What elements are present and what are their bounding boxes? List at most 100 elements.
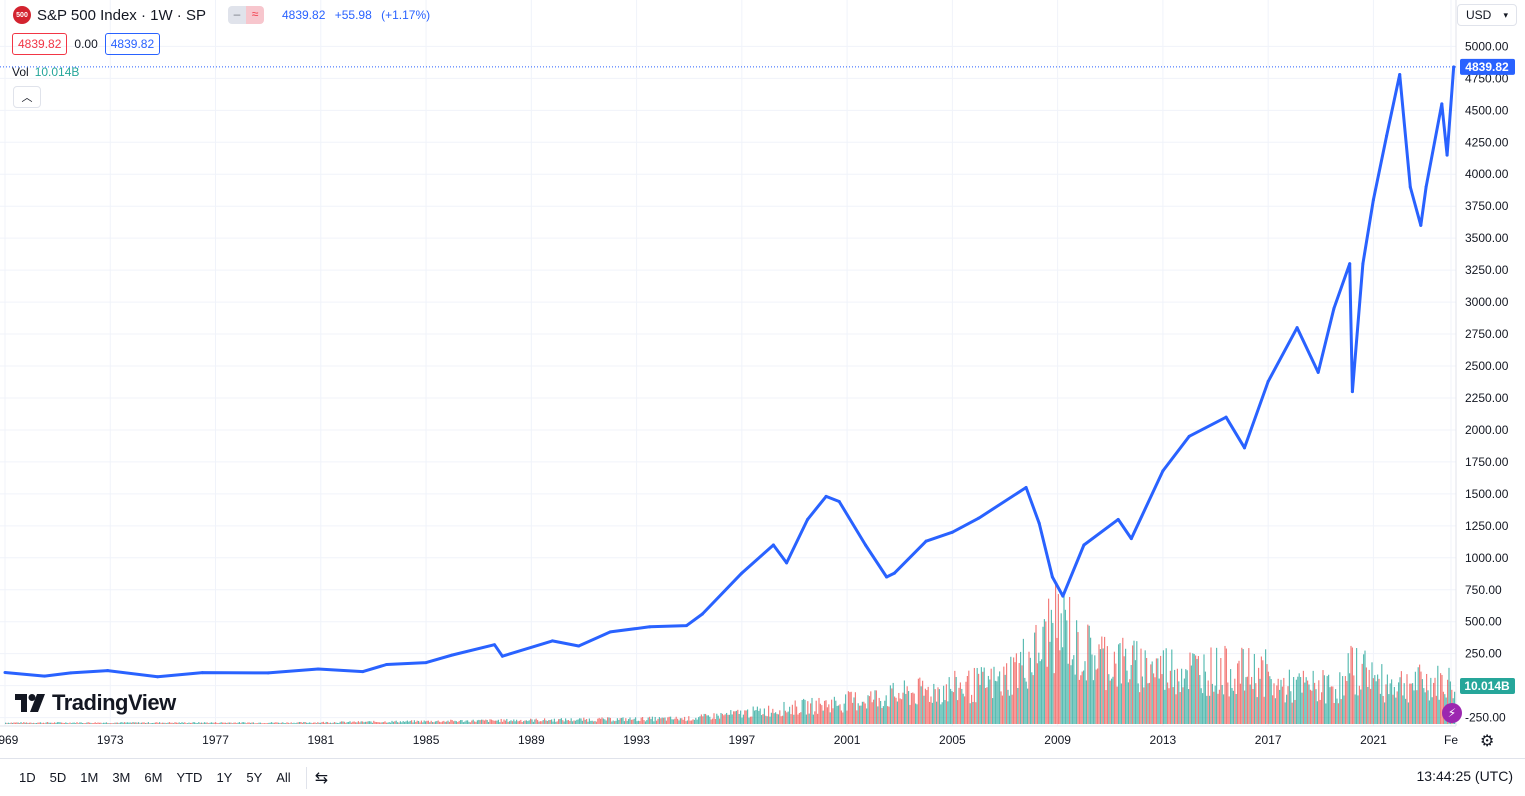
- volume-bar: [1062, 647, 1064, 724]
- volume-bar: [1203, 654, 1205, 724]
- volume-bar: [1437, 665, 1439, 724]
- range-3m-button[interactable]: 3M: [112, 770, 131, 785]
- volume-bar: [762, 714, 764, 724]
- y-tick-label: 3250.00: [1465, 263, 1509, 277]
- volume-bar: [692, 719, 694, 724]
- range-5d-button[interactable]: 5D: [49, 770, 67, 785]
- y-tick-label: 4000.00: [1465, 167, 1509, 181]
- volume-bar: [1097, 668, 1099, 724]
- volume-bar: [425, 721, 427, 724]
- volume-bar: [524, 720, 526, 724]
- volume-bar: [562, 720, 564, 724]
- range-1d-button[interactable]: 1D: [19, 770, 36, 785]
- volume-bar: [208, 723, 210, 724]
- volume-bar: [1060, 613, 1062, 724]
- volume-bar: [1407, 702, 1409, 724]
- volume-bar: [346, 722, 348, 724]
- volume-bar: [224, 722, 226, 724]
- tradingview-logo[interactable]: TradingView: [15, 690, 176, 716]
- volume-bar: [1363, 654, 1365, 724]
- volume-bar: [194, 722, 196, 724]
- price-point: [3, 670, 7, 674]
- volume-bar: [182, 722, 184, 724]
- range-1y-button[interactable]: 1Y: [216, 770, 233, 785]
- volume-bar: [1035, 624, 1037, 724]
- volume-bar: [1417, 667, 1419, 724]
- volume-bar: [122, 722, 124, 724]
- volume-bar: [317, 722, 319, 724]
- flash-icon[interactable]: ⚡: [1442, 703, 1462, 723]
- range-5y-button[interactable]: 5Y: [246, 770, 263, 785]
- volume-bar: [154, 722, 156, 724]
- volume-bar: [968, 670, 970, 724]
- volume-bar: [702, 716, 704, 724]
- volume-bar: [943, 685, 945, 724]
- volume-bar: [1003, 666, 1005, 724]
- volume-bar: [325, 721, 327, 724]
- volume-bar: [818, 697, 820, 724]
- volume-bar: [542, 720, 544, 724]
- date-range-icon[interactable]: ⇆: [314, 769, 329, 787]
- volume-bar: [916, 704, 918, 724]
- volume-bar: [511, 721, 513, 724]
- volume-bar: [1193, 654, 1195, 724]
- symbol-title[interactable]: S&P 500 Index · 1W · SP: [37, 6, 206, 24]
- collapse-legend-button[interactable]: ︿: [13, 86, 41, 108]
- volume-bar: [693, 719, 695, 724]
- currency-selector[interactable]: USD ▾: [1457, 4, 1517, 26]
- volume-bar: [465, 720, 467, 724]
- status-pill[interactable]: ‒ ≈: [227, 6, 264, 24]
- volume-bar: [622, 717, 624, 724]
- volume-bar: [1073, 655, 1075, 724]
- range-ytd-button[interactable]: YTD: [176, 770, 203, 785]
- volume-bar: [377, 722, 379, 724]
- volume-bar: [250, 722, 252, 724]
- volume-bar: [279, 723, 281, 724]
- range-1m-button[interactable]: 1M: [80, 770, 99, 785]
- volume-bar: [189, 722, 191, 724]
- y-tick-label: 3000.00: [1465, 295, 1509, 309]
- utc-clock[interactable]: 13:44:25 (UTC): [1416, 768, 1513, 784]
- volume-bar: [1344, 676, 1346, 724]
- volume-bar: [894, 696, 896, 724]
- volume-bar: [527, 721, 529, 724]
- volume-bar: [983, 667, 985, 724]
- volume-bar: [240, 723, 242, 724]
- volume-value: 10.014B: [34, 65, 80, 79]
- volume-bar: [413, 720, 415, 724]
- volume-bar: [782, 715, 784, 724]
- volume-bar: [756, 706, 758, 724]
- range-6m-button[interactable]: 6M: [144, 770, 163, 785]
- volume-bar: [227, 722, 229, 724]
- volume-bar: [740, 710, 742, 724]
- volume-bar: [14, 722, 16, 724]
- volume-bar: [265, 723, 267, 724]
- gear-icon[interactable]: ⚙: [1480, 733, 1495, 750]
- volume-bar: [1448, 667, 1450, 724]
- volume-bar: [1158, 678, 1160, 724]
- sell-button[interactable]: 4839.82: [12, 33, 68, 55]
- volume-bar: [805, 714, 807, 724]
- volume-bar: [143, 722, 145, 724]
- volume-bar: [114, 722, 116, 724]
- volume-bar: [324, 722, 326, 724]
- volume-bar: [842, 712, 844, 724]
- volume-bar: [1235, 694, 1237, 724]
- volume-bar: [857, 703, 859, 724]
- volume-bar: [863, 701, 865, 724]
- volume-bar: [1017, 687, 1019, 724]
- volume-bar: [895, 697, 897, 724]
- range-all-button[interactable]: All: [276, 770, 291, 785]
- volume-bar: [159, 722, 161, 724]
- price-point: [42, 674, 46, 678]
- volume-bar: [495, 720, 497, 724]
- volume-bar: [1375, 681, 1377, 724]
- buy-button[interactable]: 4839.82: [104, 33, 161, 55]
- volume-bar: [726, 712, 728, 724]
- volume-bar: [766, 716, 768, 724]
- x-tick-label: 2005: [939, 733, 966, 747]
- volume-bar: [1258, 667, 1260, 724]
- volume-bar: [811, 697, 813, 724]
- volume-bar: [1227, 682, 1229, 724]
